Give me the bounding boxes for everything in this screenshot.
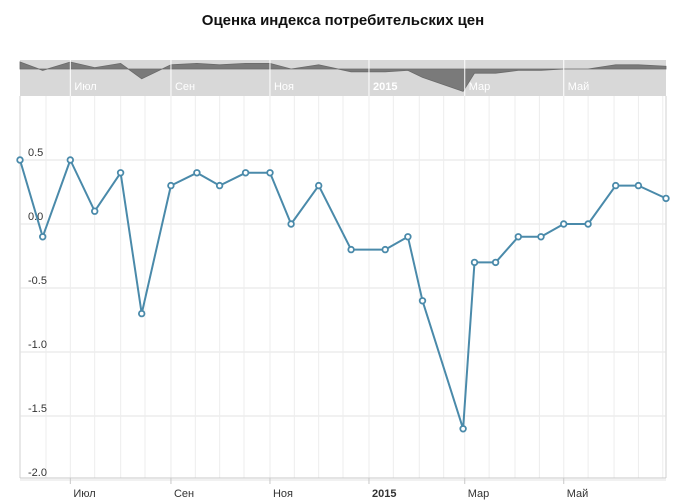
x-tick-label: 2015: [372, 488, 396, 500]
data-point[interactable]: [612, 181, 620, 190]
navigator-background[interactable]: [20, 60, 666, 96]
y-tick-label: -2.0: [28, 467, 47, 479]
y-axis: 0.5 0.0 -0.5 -1.0 -1.5 -2.0: [28, 147, 47, 479]
data-point[interactable]: [215, 181, 224, 190]
navigator-tick-label: Июл: [74, 81, 96, 93]
data-point[interactable]: [137, 309, 146, 318]
y-tick-label: -1.0: [28, 339, 47, 351]
navigator-tick-label: Ноя: [274, 81, 294, 93]
x-tick-label: Сен: [174, 488, 194, 500]
data-point[interactable]: [241, 169, 250, 177]
data-point[interactable]: [514, 233, 522, 241]
y-tick-label: 0.0: [28, 211, 43, 223]
navigator-tick-label: Мар: [469, 81, 491, 93]
data-point[interactable]: [315, 181, 323, 190]
data-point[interactable]: [16, 156, 24, 164]
navigator-tick-label: Сен: [175, 81, 195, 93]
x-axis: Июл Сен Ноя 2015 Мар Май: [20, 477, 666, 500]
chart-title: Оценка индекса потребительских цен: [201, 12, 485, 29]
data-point[interactable]: [347, 245, 355, 254]
x-tick-label: Ноя: [273, 488, 293, 500]
data-point[interactable]: [634, 181, 643, 190]
data-point[interactable]: [662, 194, 670, 203]
navigator-tick-label: 2015: [373, 81, 397, 93]
data-point[interactable]: [418, 297, 427, 305]
data-point[interactable]: [470, 258, 479, 267]
grid: [19, 96, 667, 481]
navigator-tick-label: Май: [568, 81, 590, 93]
data-point[interactable]: [167, 181, 175, 190]
x-tick-label: Июл: [73, 488, 95, 500]
y-tick-label: -0.5: [28, 275, 47, 287]
data-point[interactable]: [287, 220, 295, 228]
data-point[interactable]: [584, 220, 592, 228]
data-point[interactable]: [193, 169, 201, 177]
navigator-area: [19, 61, 667, 92]
data-point[interactable]: [39, 233, 47, 241]
navigator[interactable]: Июл Сен Ноя 2015 Мар Май: [19, 60, 667, 96]
series: [16, 156, 670, 433]
data-point[interactable]: [459, 425, 467, 433]
data-point[interactable]: [560, 220, 568, 228]
data-point[interactable]: [404, 233, 412, 241]
x-tick-label: Май: [567, 488, 589, 500]
y-tick-label: -1.5: [28, 403, 47, 415]
data-point[interactable]: [66, 156, 74, 164]
data-point[interactable]: [381, 245, 389, 254]
y-tick-label: 0.5: [28, 147, 43, 159]
data-point[interactable]: [90, 207, 99, 215]
data-point[interactable]: [266, 169, 274, 177]
data-point[interactable]: [116, 169, 125, 177]
data-point[interactable]: [491, 258, 500, 267]
data-point[interactable]: [537, 233, 545, 241]
x-tick-label: Мар: [468, 488, 490, 500]
